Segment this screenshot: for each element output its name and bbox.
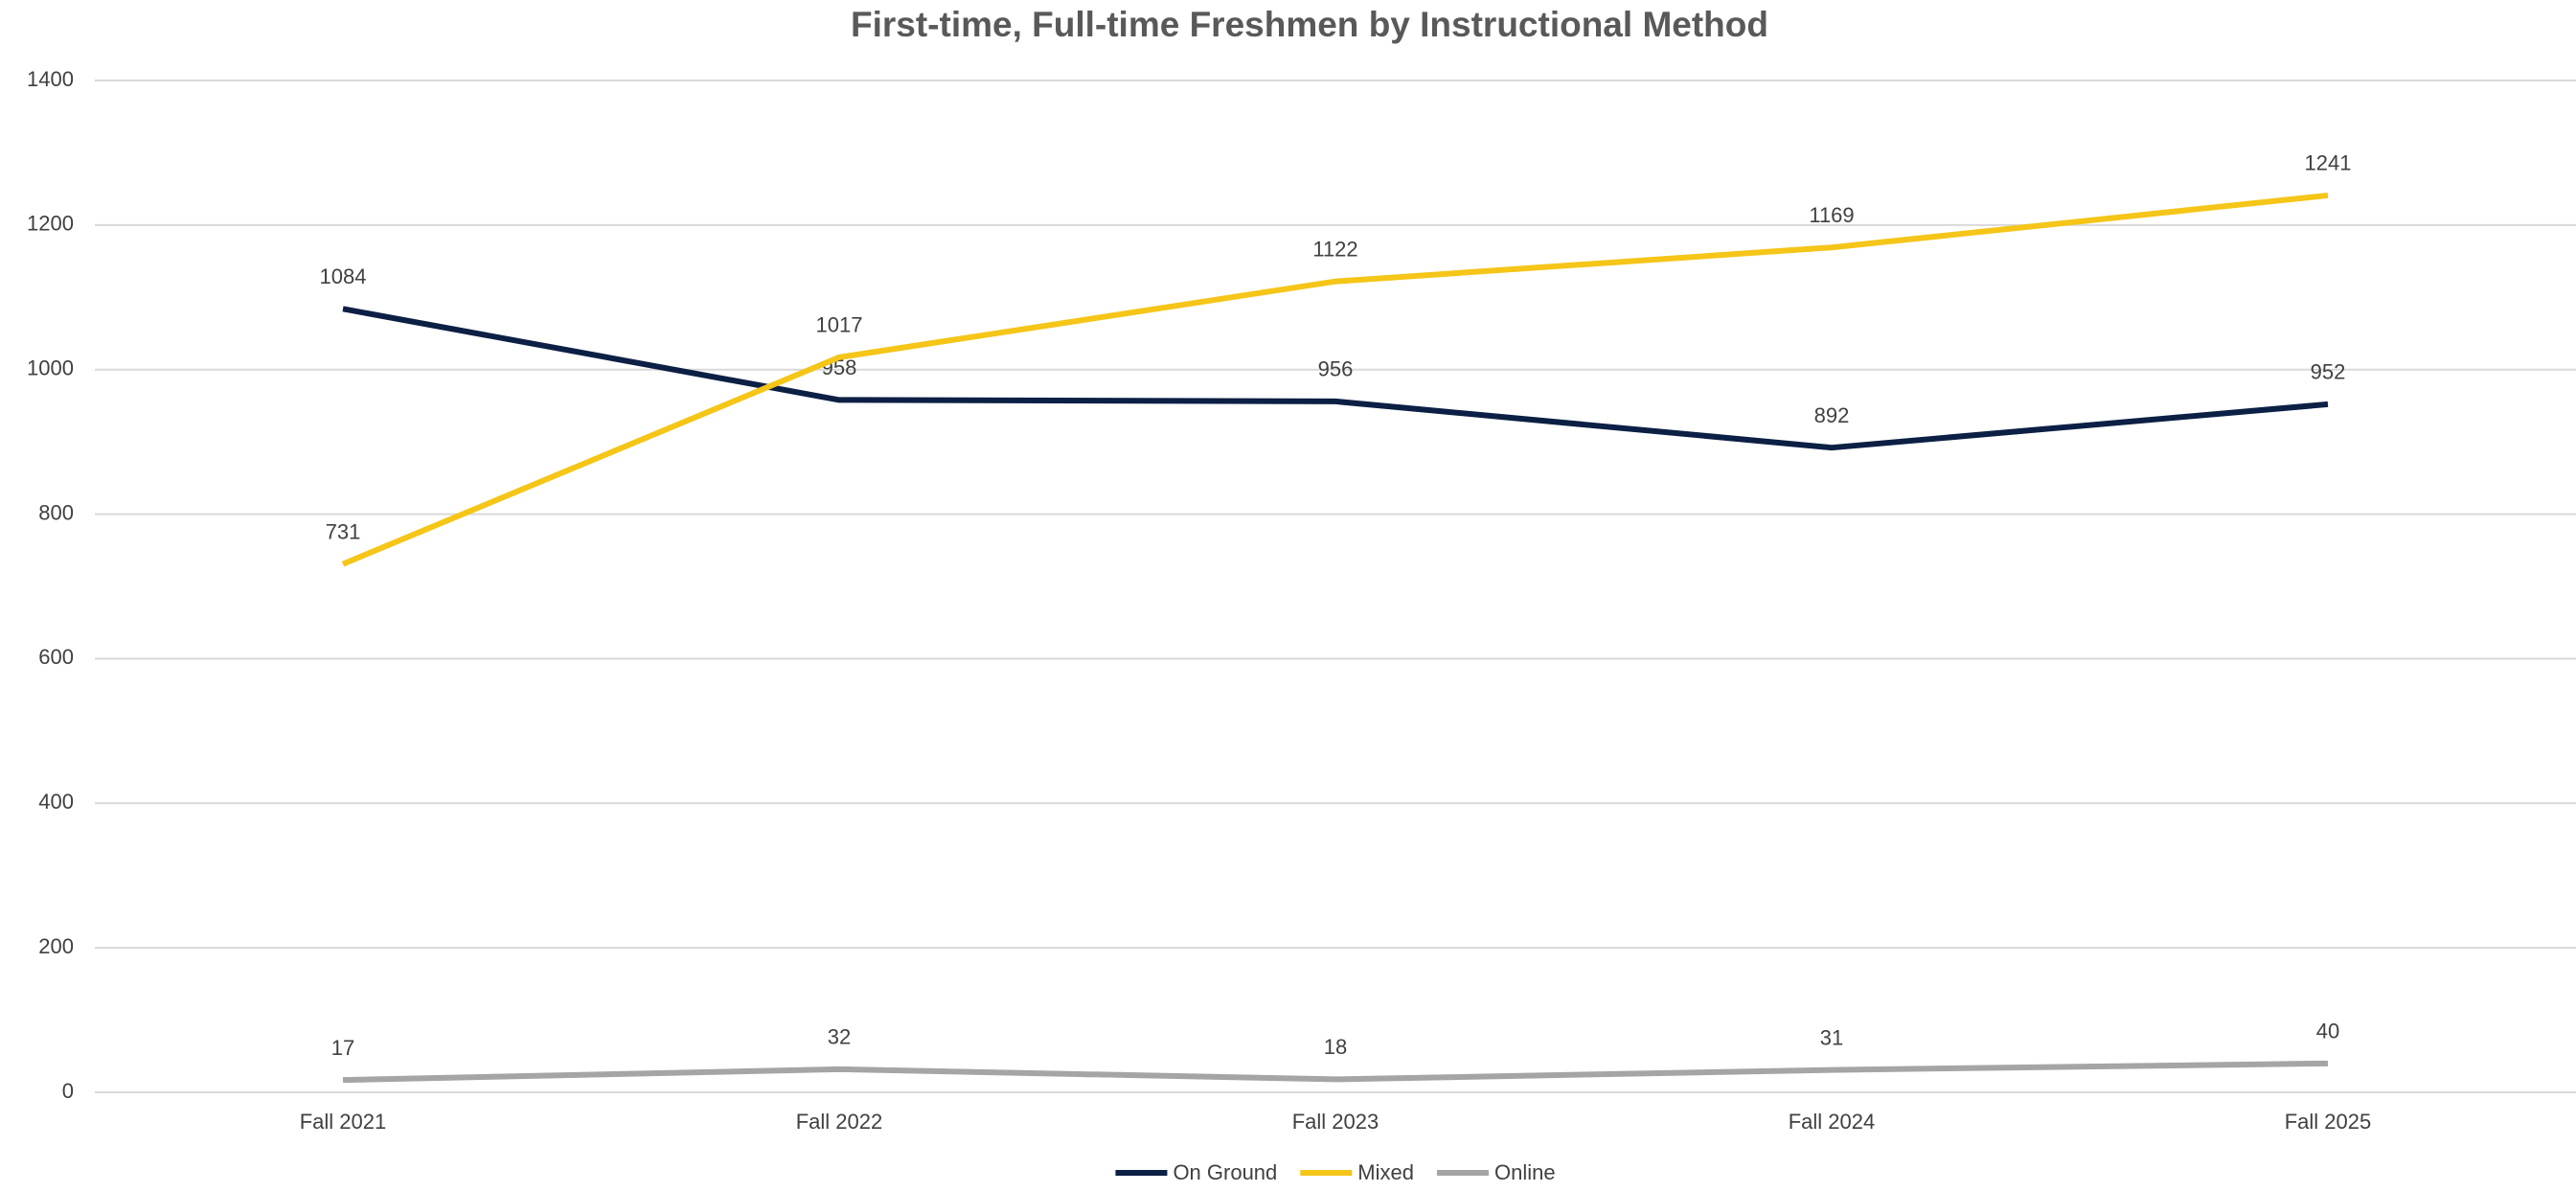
- series-line: [341, 192, 2329, 567]
- data-label: 18: [1324, 1035, 1347, 1059]
- x-tick-label: Fall 2021: [300, 1110, 387, 1134]
- y-tick-label: 600: [38, 645, 74, 669]
- data-label: 892: [1814, 403, 1850, 427]
- data-label: 1084: [320, 264, 367, 288]
- y-tick-label: 400: [38, 790, 74, 814]
- data-label: 32: [828, 1025, 851, 1049]
- y-tick-label: 1000: [27, 356, 74, 380]
- x-tick-label: Fall 2022: [796, 1110, 883, 1134]
- y-tick-label: 1400: [27, 67, 74, 91]
- y-tick-label: 1200: [27, 212, 74, 236]
- x-tick-label: Fall 2024: [1789, 1110, 1876, 1134]
- legend-label: Online: [1494, 1160, 1556, 1184]
- data-label: 17: [331, 1036, 354, 1060]
- data-label: 40: [2316, 1020, 2339, 1043]
- y-tick-label: 0: [62, 1079, 74, 1103]
- x-tick-label: Fall 2023: [1292, 1110, 1379, 1134]
- data-label: 956: [1318, 357, 1354, 381]
- chart-title: First-time, Full-time Freshmen by Instru…: [851, 5, 1768, 44]
- data-label: 1122: [1312, 238, 1357, 262]
- data-label: 1017: [816, 313, 863, 337]
- y-tick-label: 200: [38, 934, 74, 958]
- data-label: 952: [2311, 360, 2346, 384]
- series-line: [342, 306, 2329, 451]
- data-label: 1169: [1809, 203, 1854, 227]
- legend-label: Mixed: [1357, 1160, 1414, 1184]
- y-tick-label: 800: [38, 500, 74, 524]
- legend-label: On Ground: [1173, 1160, 1277, 1184]
- x-tick-label: Fall 2025: [2285, 1110, 2372, 1134]
- data-label: 31: [1820, 1025, 1843, 1049]
- series-line: [342, 1060, 2329, 1084]
- data-label: 1241: [2305, 151, 2352, 175]
- data-label: 731: [326, 519, 361, 543]
